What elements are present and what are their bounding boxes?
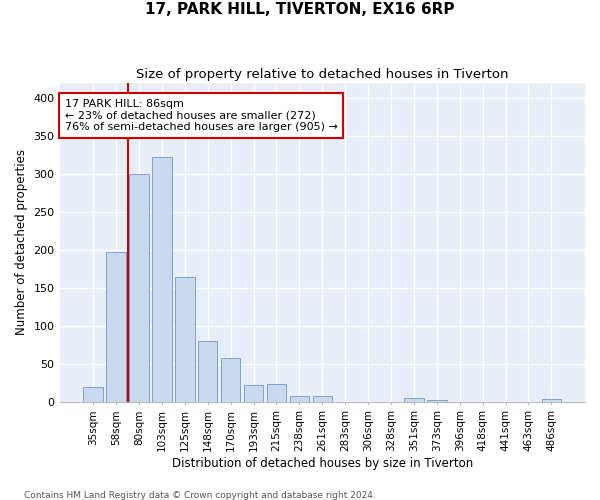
Y-axis label: Number of detached properties: Number of detached properties bbox=[15, 150, 28, 336]
X-axis label: Distribution of detached houses by size in Tiverton: Distribution of detached houses by size … bbox=[172, 457, 473, 470]
Bar bbox=[221, 358, 241, 402]
Bar bbox=[244, 385, 263, 402]
Bar bbox=[267, 384, 286, 402]
Text: Contains HM Land Registry data © Crown copyright and database right 2024.: Contains HM Land Registry data © Crown c… bbox=[24, 490, 376, 500]
Bar bbox=[198, 341, 217, 402]
Bar bbox=[175, 276, 194, 402]
Text: 17, PARK HILL, TIVERTON, EX16 6RP: 17, PARK HILL, TIVERTON, EX16 6RP bbox=[145, 2, 455, 18]
Bar bbox=[83, 386, 103, 402]
Bar bbox=[290, 396, 309, 402]
Title: Size of property relative to detached houses in Tiverton: Size of property relative to detached ho… bbox=[136, 68, 509, 80]
Bar bbox=[404, 398, 424, 402]
Text: 17 PARK HILL: 86sqm
← 23% of detached houses are smaller (272)
76% of semi-detac: 17 PARK HILL: 86sqm ← 23% of detached ho… bbox=[65, 99, 338, 132]
Bar bbox=[542, 400, 561, 402]
Bar bbox=[152, 156, 172, 402]
Bar bbox=[106, 252, 126, 402]
Bar bbox=[313, 396, 332, 402]
Bar bbox=[129, 174, 149, 402]
Bar bbox=[427, 400, 446, 402]
